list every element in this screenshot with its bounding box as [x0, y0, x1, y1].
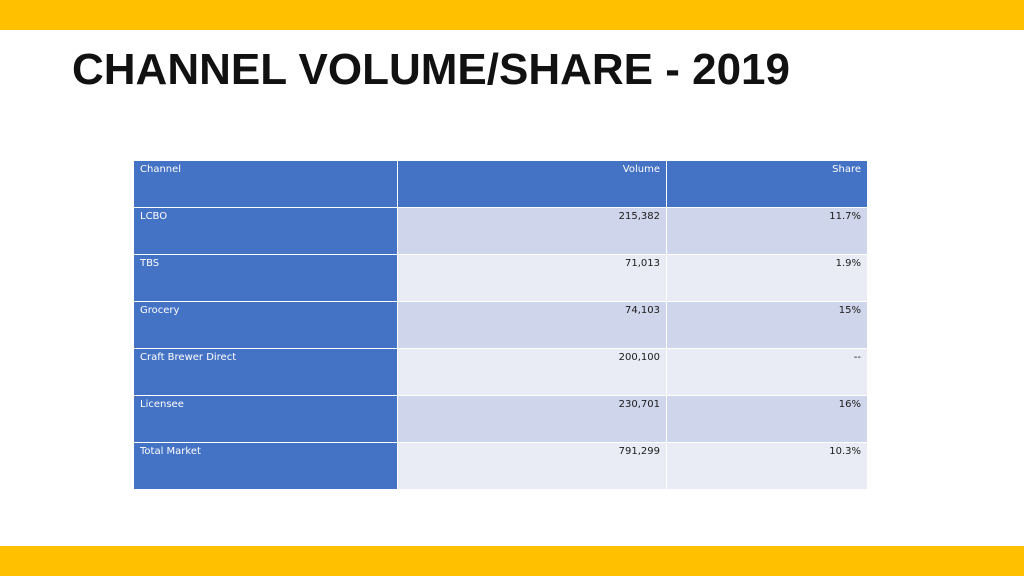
table-row: Total Market 791,299 10.3% — [133, 442, 868, 490]
slide-title: CHANNEL VOLUME/SHARE - 2019 — [72, 45, 790, 94]
row-volume: 74,103 — [397, 301, 667, 349]
table-row: TBS 71,013 1.9% — [133, 254, 868, 302]
row-volume: 791,299 — [397, 442, 667, 490]
row-channel: Licensee — [133, 395, 398, 443]
row-channel: Craft Brewer Direct — [133, 348, 398, 396]
table-row: Grocery 74,103 15% — [133, 301, 868, 349]
row-share: -- — [666, 348, 868, 396]
row-share: 10.3% — [666, 442, 868, 490]
header-channel: Channel — [133, 160, 398, 208]
row-volume: 200,100 — [397, 348, 667, 396]
row-share: 15% — [666, 301, 868, 349]
row-share: 11.7% — [666, 207, 868, 255]
header-share: Share — [666, 160, 868, 208]
row-volume: 71,013 — [397, 254, 667, 302]
top-accent-bar — [0, 0, 1024, 30]
channel-table: Channel Volume Share LCBO 215,382 11.7% … — [133, 160, 868, 490]
row-channel: Grocery — [133, 301, 398, 349]
row-volume: 230,701 — [397, 395, 667, 443]
row-channel: LCBO — [133, 207, 398, 255]
row-share: 1.9% — [666, 254, 868, 302]
row-channel: TBS — [133, 254, 398, 302]
table-header-row: Channel Volume Share — [133, 160, 868, 208]
table-row: Licensee 230,701 16% — [133, 395, 868, 443]
row-share: 16% — [666, 395, 868, 443]
row-channel: Total Market — [133, 442, 398, 490]
table-row: Craft Brewer Direct 200,100 -- — [133, 348, 868, 396]
bottom-accent-bar — [0, 546, 1024, 576]
table-row: LCBO 215,382 11.7% — [133, 207, 868, 255]
header-volume: Volume — [397, 160, 667, 208]
row-volume: 215,382 — [397, 207, 667, 255]
